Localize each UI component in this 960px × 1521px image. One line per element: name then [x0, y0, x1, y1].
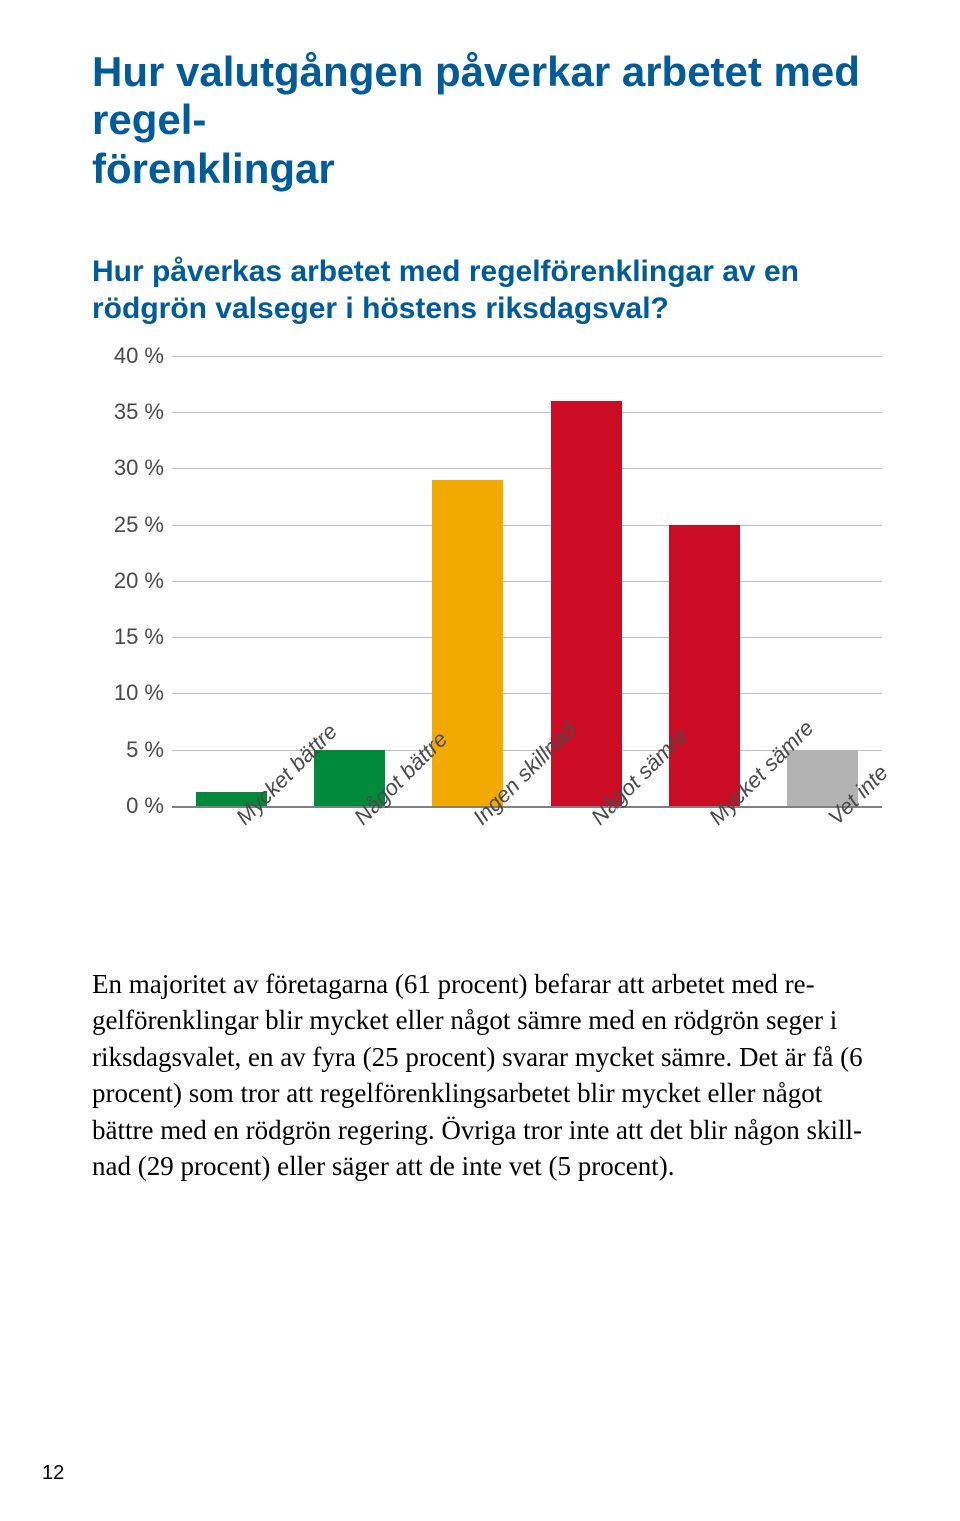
ytick-label: 30 %: [92, 455, 164, 481]
xlabel-slot: Något sämre: [527, 806, 645, 936]
grid-line: [172, 581, 882, 582]
title-line-1: Hur valutgången påverkar arbetet med reg…: [92, 48, 860, 143]
title-line-2: förenklingar: [92, 145, 335, 192]
grid-line: [172, 637, 882, 638]
ytick-label: 35 %: [92, 399, 164, 425]
xlabel-slot: Ingen skillnad: [409, 806, 527, 936]
page: Hur valutgången påverkar arbetet med reg…: [0, 0, 960, 1521]
ytick-label: 0 %: [92, 793, 164, 819]
xlabels-row: Mycket bättreNågot bättreIngen skillnadN…: [172, 806, 882, 936]
body-paragraph: En majoritet av företagarna (61 procent)…: [92, 966, 882, 1185]
bar-chart: 0 %5 %10 %15 %20 %25 %30 %35 %40 %Mycket…: [92, 356, 882, 936]
ytick-label: 25 %: [92, 512, 164, 538]
ytick-label: 15 %: [92, 624, 164, 650]
grid-line: [172, 356, 882, 357]
xlabel-slot: Något bättre: [290, 806, 408, 936]
ytick-label: 5 %: [92, 737, 164, 763]
chart-question: Hur påverkas arbetet med regelförenkling…: [92, 253, 882, 328]
grid-line: [172, 412, 882, 413]
ytick-label: 20 %: [92, 568, 164, 594]
ytick-label: 10 %: [92, 680, 164, 706]
page-title: Hur valutgången påverkar arbetet med reg…: [92, 48, 882, 193]
grid-line: [172, 525, 882, 526]
grid-line: [172, 468, 882, 469]
xlabel-slot: Vet inte: [764, 806, 882, 936]
ytick-label: 40 %: [92, 343, 164, 369]
xlabel-slot: Mycket sämre: [645, 806, 763, 936]
grid-line: [172, 693, 882, 694]
xlabel-slot: Mycket bättre: [172, 806, 290, 936]
page-number: 12: [42, 1462, 64, 1485]
